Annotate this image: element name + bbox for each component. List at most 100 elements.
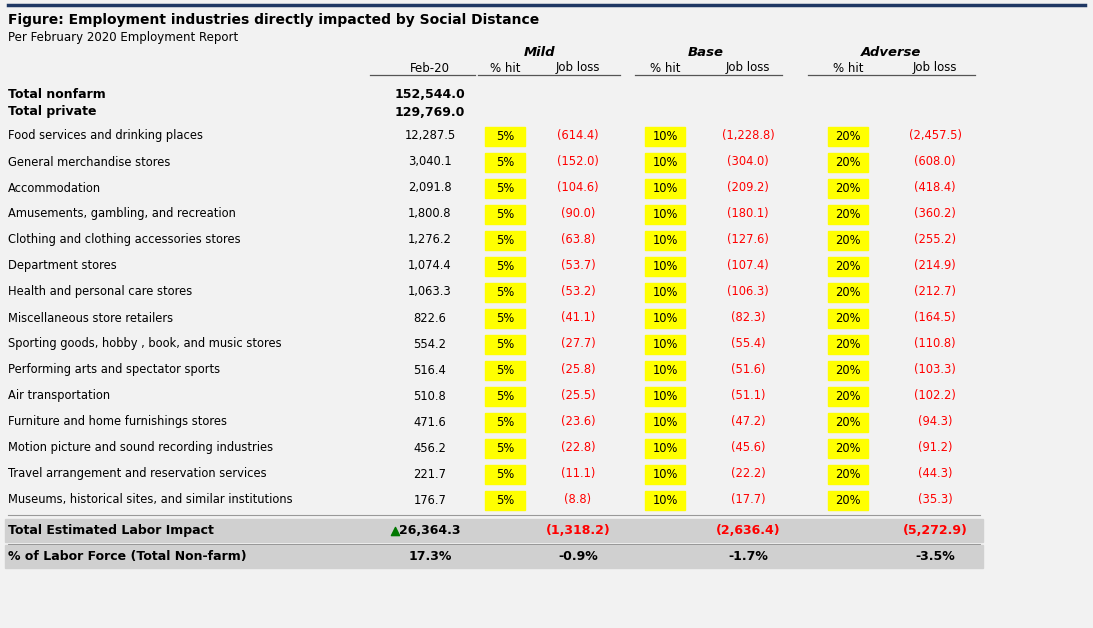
Bar bbox=[828, 256, 868, 276]
Text: 221.7: 221.7 bbox=[413, 467, 447, 480]
Text: Feb-20: Feb-20 bbox=[410, 62, 450, 75]
Text: Total Estimated Labor Impact: Total Estimated Labor Impact bbox=[8, 524, 214, 537]
Text: 10%: 10% bbox=[653, 337, 678, 350]
Text: 20%: 20% bbox=[835, 156, 861, 168]
Bar bbox=[485, 256, 525, 276]
Bar bbox=[828, 413, 868, 431]
Text: (25.5): (25.5) bbox=[561, 389, 596, 403]
Text: (304.0): (304.0) bbox=[727, 156, 768, 168]
Text: -3.5%: -3.5% bbox=[915, 550, 955, 563]
Bar bbox=[645, 335, 685, 354]
Text: (35.3): (35.3) bbox=[918, 494, 952, 507]
Bar bbox=[645, 178, 685, 197]
Text: (90.0): (90.0) bbox=[561, 207, 596, 220]
Bar bbox=[828, 178, 868, 197]
Text: 1,276.2: 1,276.2 bbox=[408, 234, 451, 247]
Text: 10%: 10% bbox=[653, 441, 678, 455]
Bar bbox=[645, 386, 685, 406]
Text: (418.4): (418.4) bbox=[914, 181, 955, 195]
Text: 5%: 5% bbox=[496, 156, 514, 168]
Bar bbox=[485, 465, 525, 484]
Text: 5%: 5% bbox=[496, 234, 514, 247]
Text: General merchandise stores: General merchandise stores bbox=[8, 156, 171, 168]
Text: (91.2): (91.2) bbox=[918, 441, 952, 455]
Text: Air transportation: Air transportation bbox=[8, 389, 110, 403]
Bar bbox=[485, 283, 525, 301]
Text: Mild: Mild bbox=[525, 45, 556, 58]
Text: 129,769.0: 129,769.0 bbox=[395, 106, 466, 119]
Bar bbox=[828, 360, 868, 379]
Text: Job loss: Job loss bbox=[555, 62, 600, 75]
Text: 10%: 10% bbox=[653, 364, 678, 377]
Text: Figure: Employment industries directly impacted by Social Distance: Figure: Employment industries directly i… bbox=[8, 13, 539, 27]
Text: 2,091.8: 2,091.8 bbox=[408, 181, 451, 195]
Bar bbox=[485, 490, 525, 509]
Text: 10%: 10% bbox=[653, 389, 678, 403]
Text: (152.0): (152.0) bbox=[557, 156, 599, 168]
Text: (608.0): (608.0) bbox=[914, 156, 955, 168]
Text: 12,287.5: 12,287.5 bbox=[404, 129, 456, 143]
Text: (41.1): (41.1) bbox=[561, 311, 596, 325]
Text: (255.2): (255.2) bbox=[914, 234, 956, 247]
Text: (164.5): (164.5) bbox=[914, 311, 956, 325]
Text: % hit: % hit bbox=[649, 62, 680, 75]
Bar bbox=[485, 360, 525, 379]
Text: 20%: 20% bbox=[835, 259, 861, 273]
Bar bbox=[645, 360, 685, 379]
Bar bbox=[828, 126, 868, 146]
Text: 152,544.0: 152,544.0 bbox=[395, 89, 466, 102]
Text: 5%: 5% bbox=[496, 129, 514, 143]
Text: (23.6): (23.6) bbox=[561, 416, 596, 428]
Text: 5%: 5% bbox=[496, 416, 514, 428]
Bar bbox=[5, 545, 983, 568]
Bar bbox=[828, 308, 868, 327]
Text: 1,063.3: 1,063.3 bbox=[408, 286, 451, 298]
Bar bbox=[485, 230, 525, 249]
Text: 10%: 10% bbox=[653, 259, 678, 273]
Bar bbox=[828, 335, 868, 354]
Text: 10%: 10% bbox=[653, 207, 678, 220]
Bar bbox=[485, 205, 525, 224]
Text: 10%: 10% bbox=[653, 494, 678, 507]
Text: % of Labor Force (Total Non-farm): % of Labor Force (Total Non-farm) bbox=[8, 550, 247, 563]
Text: Base: Base bbox=[687, 45, 724, 58]
Text: (2,636.4): (2,636.4) bbox=[716, 524, 780, 537]
Text: 456.2: 456.2 bbox=[413, 441, 446, 455]
Text: 5%: 5% bbox=[496, 259, 514, 273]
Bar bbox=[645, 413, 685, 431]
Text: (1,228.8): (1,228.8) bbox=[721, 129, 774, 143]
Text: 5%: 5% bbox=[496, 181, 514, 195]
Text: 5%: 5% bbox=[496, 207, 514, 220]
Text: -1.7%: -1.7% bbox=[728, 550, 768, 563]
Text: 10%: 10% bbox=[653, 234, 678, 247]
Text: 5%: 5% bbox=[496, 311, 514, 325]
Text: 3,040.1: 3,040.1 bbox=[408, 156, 451, 168]
Text: 20%: 20% bbox=[835, 181, 861, 195]
Text: Total private: Total private bbox=[8, 106, 96, 119]
Text: (5,272.9): (5,272.9) bbox=[903, 524, 967, 537]
Bar bbox=[828, 205, 868, 224]
Text: 554.2: 554.2 bbox=[413, 337, 447, 350]
Bar bbox=[645, 256, 685, 276]
Text: 5%: 5% bbox=[496, 364, 514, 377]
Text: 822.6: 822.6 bbox=[413, 311, 446, 325]
Text: 510.8: 510.8 bbox=[413, 389, 446, 403]
Text: Clothing and clothing accessories stores: Clothing and clothing accessories stores bbox=[8, 234, 240, 247]
Text: 20%: 20% bbox=[835, 129, 861, 143]
Text: 5%: 5% bbox=[496, 337, 514, 350]
Text: Motion picture and sound recording industries: Motion picture and sound recording indus… bbox=[8, 441, 273, 455]
Text: Total nonfarm: Total nonfarm bbox=[8, 89, 106, 102]
Text: Per February 2020 Employment Report: Per February 2020 Employment Report bbox=[8, 31, 238, 43]
Bar bbox=[485, 126, 525, 146]
Text: 5%: 5% bbox=[496, 467, 514, 480]
Text: Accommodation: Accommodation bbox=[8, 181, 102, 195]
Bar bbox=[828, 490, 868, 509]
Text: (53.2): (53.2) bbox=[561, 286, 596, 298]
Text: 20%: 20% bbox=[835, 286, 861, 298]
Bar bbox=[828, 153, 868, 171]
Text: Department stores: Department stores bbox=[8, 259, 117, 273]
Bar bbox=[645, 465, 685, 484]
Text: 10%: 10% bbox=[653, 181, 678, 195]
Text: 5%: 5% bbox=[496, 441, 514, 455]
Text: (25.8): (25.8) bbox=[561, 364, 596, 377]
